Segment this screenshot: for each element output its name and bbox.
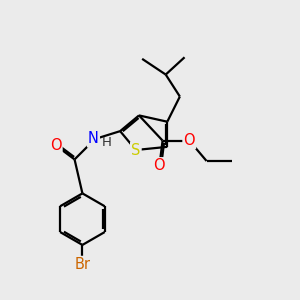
Text: H: H — [102, 136, 112, 149]
Text: O: O — [50, 138, 62, 153]
Text: S: S — [131, 142, 140, 158]
Text: O: O — [154, 158, 165, 173]
Text: O: O — [184, 133, 195, 148]
Text: N: N — [88, 131, 99, 146]
Text: Br: Br — [74, 257, 90, 272]
